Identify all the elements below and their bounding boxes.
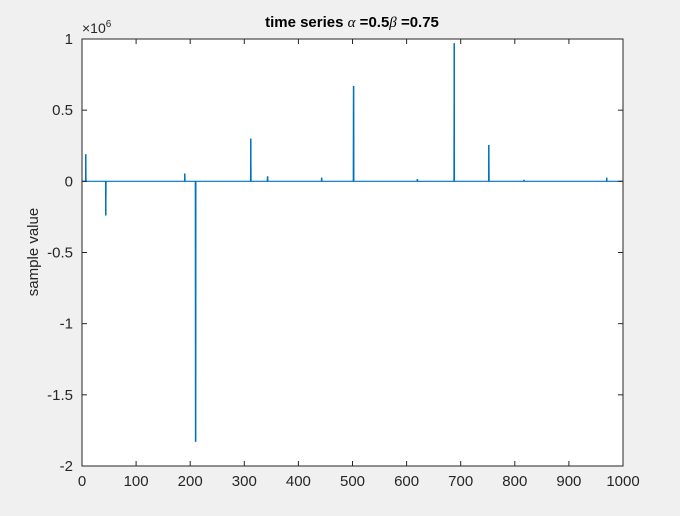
x-tick-label: 100 — [124, 473, 149, 490]
x-tick-label: 400 — [286, 473, 311, 490]
x-axis: 0 100 200 300 400 500 600 700 800 900 1000 — [78, 39, 640, 490]
multiplier-base: ×10 — [82, 20, 106, 36]
y-tick-label: -1 — [60, 316, 73, 333]
y-axis: 1 0.5 0 -0.5 -1 -1.5 -2 — [47, 31, 623, 475]
y-axis-label: sample value — [25, 208, 42, 296]
x-tick-label: 600 — [394, 473, 419, 490]
x-tick-label: 900 — [556, 473, 581, 490]
series-layer — [82, 43, 623, 442]
x-tick-label: 300 — [232, 473, 257, 490]
x-tick-label: 800 — [502, 473, 527, 490]
plot-area — [82, 39, 623, 466]
title-alpha-symbol: α — [348, 15, 357, 31]
chart-title: time series α =0.5β =0.75 — [265, 14, 439, 31]
title-prefix: time series — [265, 14, 348, 31]
y-tick-label: -1.5 — [47, 387, 73, 404]
y-tick-label: 1 — [65, 31, 73, 48]
y-tick-label: -0.5 — [47, 245, 73, 262]
title-beta-symbol: β — [388, 15, 397, 31]
title-beta-value: =0.75 — [397, 14, 439, 31]
y-tick-label: 0.5 — [52, 102, 73, 119]
series-line — [82, 43, 623, 442]
x-tick-label: 200 — [178, 473, 203, 490]
y-tick-label: 0 — [65, 173, 73, 190]
multiplier-exponent: 6 — [106, 19, 112, 30]
x-tick-label: 1000 — [606, 473, 639, 490]
title-alpha-value: =0.5 — [356, 14, 390, 31]
x-tick-label: 500 — [340, 473, 365, 490]
x-tick-label: 0 — [78, 473, 86, 490]
y-tick-label: -2 — [60, 458, 73, 475]
x-tick-label: 700 — [448, 473, 473, 490]
y-axis-multiplier: ×106 — [82, 19, 112, 36]
